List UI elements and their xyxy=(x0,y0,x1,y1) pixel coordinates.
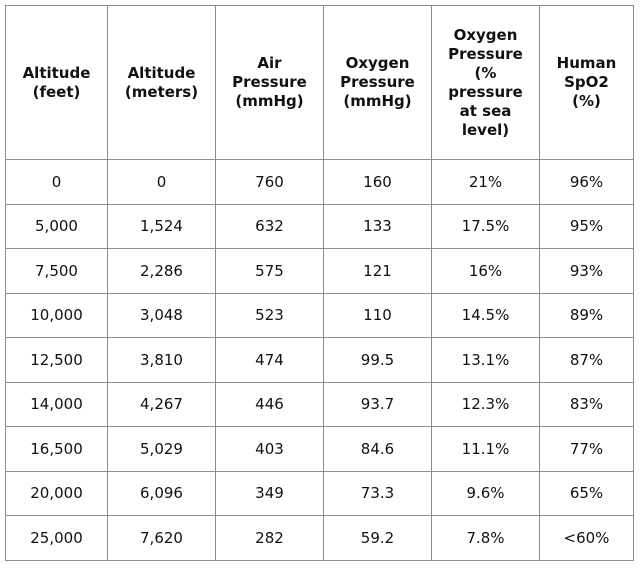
table-cell: 0 xyxy=(107,159,216,205)
table-cell: 6,096 xyxy=(107,470,216,516)
table-cell: 523 xyxy=(215,292,324,338)
table-body: 0 0 760 160 21% 96% 5,000 1,524 632 133 17.5% 95% 7,… xyxy=(5,159,634,561)
table-row: 20,000 6,096 349 73.3 9.6% 65% xyxy=(5,470,634,516)
table-cell: 20,000 xyxy=(5,470,108,516)
table-cell: 446 xyxy=(215,381,324,427)
table-head: Altitude (feet) Altitude (meters) Air Pres… xyxy=(5,5,634,160)
table-cell: 5,000 xyxy=(5,203,108,249)
table-cell: 17.5% xyxy=(431,203,540,249)
table-cell: 95% xyxy=(539,203,634,249)
table-cell: 84.6 xyxy=(323,426,432,472)
table-cell: 87% xyxy=(539,337,634,383)
table-cell: 282 xyxy=(215,515,324,561)
table-row: 7,500 2,286 575 121 16% 93% xyxy=(5,248,634,294)
header-cell: Altitude (meters) xyxy=(107,5,216,160)
table-cell: 0 xyxy=(5,159,108,205)
table-cell: 4,267 xyxy=(107,381,216,427)
table-cell: 5,029 xyxy=(107,426,216,472)
table-cell: 632 xyxy=(215,203,324,249)
altitude-table: Altitude (feet) Altitude (meters) Air Pres… xyxy=(5,5,634,561)
table-row: 5,000 1,524 632 133 17.5% 95% xyxy=(5,203,634,249)
table-cell: 121 xyxy=(323,248,432,294)
table-cell: 3,810 xyxy=(107,337,216,383)
table-cell: 12.3% xyxy=(431,381,540,427)
table-cell: 65% xyxy=(539,470,634,516)
table-cell: 73.3 xyxy=(323,470,432,516)
table-cell: 9.6% xyxy=(431,470,540,516)
header-cell: Oxygen Pressure (mmHg) xyxy=(323,5,432,160)
table-row: 16,500 5,029 403 84.6 11.1% 77% xyxy=(5,426,634,472)
table-cell: 7.8% xyxy=(431,515,540,561)
table-cell: 83% xyxy=(539,381,634,427)
table-cell: 12,500 xyxy=(5,337,108,383)
table-cell: 59.2 xyxy=(323,515,432,561)
table-cell: 1,524 xyxy=(107,203,216,249)
table-cell: 93% xyxy=(539,248,634,294)
table-cell: 16% xyxy=(431,248,540,294)
table-cell: 93.7 xyxy=(323,381,432,427)
table-cell: 21% xyxy=(431,159,540,205)
table-row: 25,000 7,620 282 59.2 7.8% <60% xyxy=(5,515,634,561)
table-cell: 96% xyxy=(539,159,634,205)
table-row: 14,000 4,267 446 93.7 12.3% 83% xyxy=(5,381,634,427)
table-cell: 25,000 xyxy=(5,515,108,561)
table-cell: 110 xyxy=(323,292,432,338)
table-cell: 10,000 xyxy=(5,292,108,338)
header-cell: Human SpO2 (%) xyxy=(539,5,634,160)
table-cell: 403 xyxy=(215,426,324,472)
table-cell: 7,620 xyxy=(107,515,216,561)
table-cell: 349 xyxy=(215,470,324,516)
table-cell: 133 xyxy=(323,203,432,249)
header-row: Altitude (feet) Altitude (meters) Air Pres… xyxy=(5,5,634,160)
table-row: 10,000 3,048 523 110 14.5% 89% xyxy=(5,292,634,338)
table-cell: 160 xyxy=(323,159,432,205)
header-cell: Oxygen Pressure (% pressure at sea level… xyxy=(431,5,540,160)
table-row: 0 0 760 160 21% 96% xyxy=(5,159,634,205)
table-cell: <60% xyxy=(539,515,634,561)
table-cell: 77% xyxy=(539,426,634,472)
table-cell: 89% xyxy=(539,292,634,338)
table-cell: 14,000 xyxy=(5,381,108,427)
table-cell: 575 xyxy=(215,248,324,294)
table-cell: 2,286 xyxy=(107,248,216,294)
table-cell: 11.1% xyxy=(431,426,540,472)
table-cell: 7,500 xyxy=(5,248,108,294)
table-cell: 16,500 xyxy=(5,426,108,472)
table-cell: 760 xyxy=(215,159,324,205)
table-cell: 3,048 xyxy=(107,292,216,338)
table-cell: 13.1% xyxy=(431,337,540,383)
table-row: 12,500 3,810 474 99.5 13.1% 87% xyxy=(5,337,634,383)
table-cell: 474 xyxy=(215,337,324,383)
header-cell: Altitude (feet) xyxy=(5,5,108,160)
table-cell: 14.5% xyxy=(431,292,540,338)
header-cell: Air Pressure (mmHg) xyxy=(215,5,324,160)
table-cell: 99.5 xyxy=(323,337,432,383)
